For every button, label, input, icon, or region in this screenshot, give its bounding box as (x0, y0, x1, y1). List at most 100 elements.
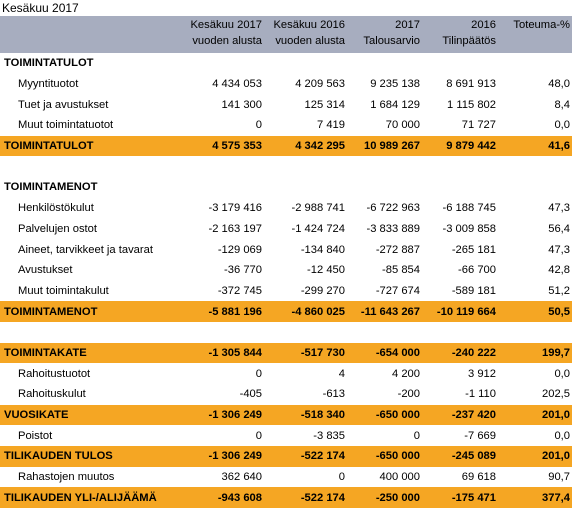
value-cell: -405 (239, 388, 262, 401)
value-cell: -12 450 (307, 264, 345, 277)
value-cell: -1 424 724 (291, 222, 346, 235)
value-cell: -175 471 (424, 487, 500, 509)
value-cell: 56,4 (548, 222, 570, 235)
value-cell: -3 179 416 (208, 202, 263, 215)
value-cell: -1 306 249 (185, 446, 266, 467)
value-cell: -1 306 249 (185, 404, 266, 426)
report-title: Kesäkuu 2017 (2, 1, 79, 15)
value-cell: 4 200 (392, 367, 420, 380)
value-cell: -613 (322, 388, 345, 401)
row-label: TOIMINTAKATE (0, 342, 185, 364)
value-cell (349, 322, 424, 343)
value-cell: 202,5 (542, 388, 570, 401)
header-toteuma: Toteuma-% (500, 16, 572, 53)
table-row: Rahoituskulut -405 -613 -200 -1 110 202,5 (0, 384, 572, 405)
header-talousarvio-2017: 2017 Talousarvio (349, 16, 424, 53)
value-cell (185, 156, 266, 177)
row-label: TOIMINTAMENOT (4, 181, 98, 194)
row-label: Palvelujen ostot (18, 222, 97, 235)
value-cell: -3 833 889 (366, 222, 421, 235)
value-cell (424, 156, 500, 177)
value-cell: 4 209 563 (295, 78, 345, 91)
value-cell: 71 727 (461, 119, 496, 132)
value-cell: 4 575 353 (185, 135, 266, 157)
value-cell: -272 887 (375, 243, 420, 256)
value-cell (424, 322, 500, 343)
value-cell: -6 722 963 (366, 202, 421, 215)
table-row: Myyntituotot 4 434 053 4 209 563 9 235 138 8… (0, 74, 572, 95)
value-cell: -3 835 (313, 429, 345, 442)
value-cell: -2 988 741 (291, 202, 346, 215)
value-cell: -650 000 (349, 446, 424, 467)
value-cell (185, 322, 266, 343)
value-cell: 70 000 (385, 119, 420, 132)
value-cell (266, 322, 349, 343)
row-label: VUOSIKATE (0, 404, 185, 426)
row-label: TOIMINTAMENOT (0, 301, 185, 322)
row-label (0, 322, 185, 343)
value-cell: -589 181 (451, 284, 496, 297)
value-cell: -240 222 (424, 342, 500, 364)
value-cell: 3 912 (468, 367, 496, 380)
value-cell (500, 156, 572, 177)
value-cell: -85 854 (382, 264, 420, 277)
value-cell: 199,7 (500, 342, 572, 364)
total-row: VUOSIKATE -1 306 249 -518 340 -650 000 -237 … (0, 404, 572, 426)
value-cell: 90,7 (548, 471, 570, 484)
value-cell (424, 177, 500, 198)
value-cell: -372 745 (217, 284, 262, 297)
value-cell: 4 (338, 367, 345, 380)
value-cell: -245 089 (424, 446, 500, 467)
value-cell: 0,0 (554, 429, 570, 442)
value-cell: 8 691 913 (446, 78, 496, 91)
header-kesakuu-2017: Kesäkuu 2017 vuoden alusta (185, 16, 266, 53)
value-cell: -522 174 (266, 487, 349, 509)
value-cell: 201,0 (500, 404, 572, 426)
value-cell (185, 177, 266, 198)
value-cell (500, 177, 572, 198)
total-row: TILIKAUDEN YLI-/ALIJÄÄMÄ -943 608 -522 174… (0, 487, 572, 509)
total-row: TOIMINTATULOT 4 575 353 4 342 295 10 989 26… (0, 135, 572, 157)
value-cell: -299 270 (300, 284, 345, 297)
spacer-row (0, 156, 572, 177)
value-cell: 9 235 138 (370, 78, 420, 91)
row-label: Rahoituskulut (18, 388, 86, 401)
value-cell: -4 860 025 (266, 301, 349, 322)
row-label: Rahastojen muutos (18, 471, 115, 484)
value-cell (349, 156, 424, 177)
value-cell: 362 640 (221, 471, 262, 484)
row-label: Poistot (18, 429, 53, 442)
value-cell: 47,3 (548, 202, 570, 215)
value-cell: -265 181 (451, 243, 496, 256)
value-cell: 69 618 (461, 471, 496, 484)
value-cell: 141 300 (221, 98, 262, 111)
value-cell: -134 840 (300, 243, 345, 256)
value-cell: 0,0 (554, 119, 570, 132)
row-label: TOIMINTATULOT (0, 135, 185, 157)
value-cell: -517 730 (266, 342, 349, 364)
value-cell (349, 177, 424, 198)
row-label: Rahoitustuotot (18, 367, 91, 380)
row-label: Tuet ja avustukset (18, 98, 109, 111)
value-cell: -5 881 196 (185, 301, 266, 322)
value-cell (185, 53, 266, 74)
total-row: TOIMINTAKATE -1 305 844 -517 730 -654 000 -2… (0, 342, 572, 364)
value-cell: -66 700 (458, 264, 496, 277)
table-row: Palvelujen ostot -2 163 197 -1 424 724 -3 8… (0, 219, 572, 240)
value-cell: -522 174 (266, 446, 349, 467)
value-cell: 9 879 442 (424, 135, 500, 157)
value-cell: 4 434 053 (212, 78, 262, 91)
value-cell: 0,0 (554, 367, 570, 380)
value-cell: -1 110 (465, 388, 496, 401)
value-cell (266, 177, 349, 198)
value-cell: 7 419 (317, 119, 345, 132)
value-cell: 0 (255, 367, 262, 380)
value-cell: -518 340 (266, 404, 349, 426)
table-body: TOIMINTATULOT Myyntituotot 4 434 053 4 209 … (0, 53, 572, 509)
row-label: TILIKAUDEN TULOS (0, 446, 185, 467)
header-tilinpaatos-2016: 2016 Tilinpäätös (424, 16, 500, 53)
value-cell (500, 53, 572, 74)
value-cell: 48,0 (548, 78, 570, 91)
row-label (0, 156, 185, 177)
row-label: Avustukset (18, 264, 73, 277)
